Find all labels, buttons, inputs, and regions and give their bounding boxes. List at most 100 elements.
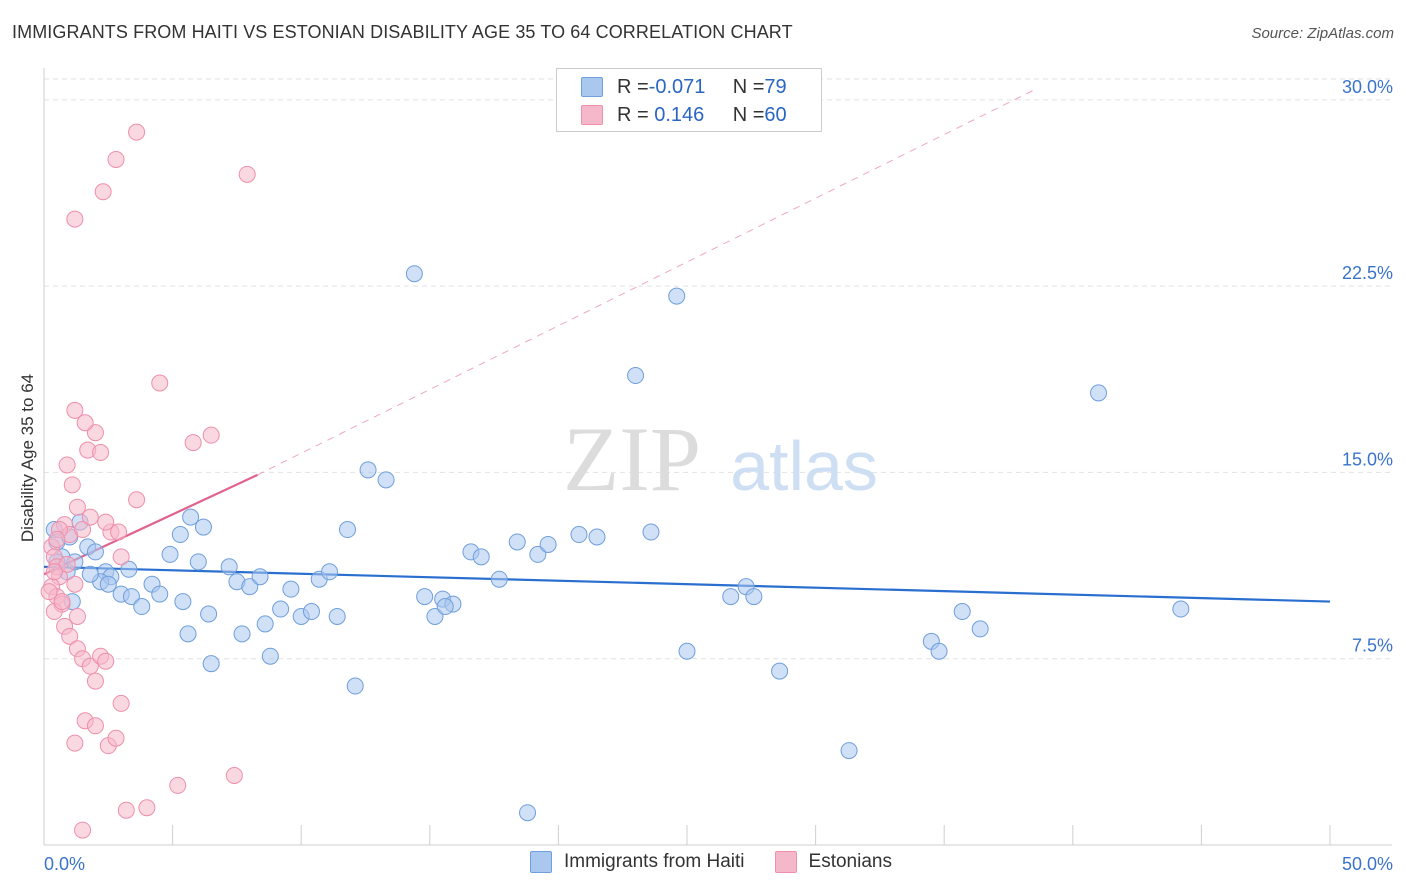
series-legend-estonians[interactable]: Estonians — [774, 851, 892, 873]
y-tick-label: 22.5% — [1342, 263, 1393, 283]
series-legend: Immigrants from Haiti Estonians — [530, 851, 922, 873]
haiti-point — [272, 600, 290, 618]
estonians-point — [58, 555, 76, 573]
estonians-point — [92, 444, 110, 462]
haiti-point — [194, 518, 212, 536]
legend-n-label: N = — [732, 75, 765, 98]
chart-title: IMMIGRANTS FROM HAITI VS ESTONIAN DISABI… — [12, 22, 793, 42]
haiti-point — [161, 545, 179, 563]
y-axis-label: Disability Age 35 to 64 — [18, 373, 37, 543]
haiti-point — [377, 471, 395, 489]
estonians-point — [86, 717, 104, 735]
trend-lines — [43, 89, 1331, 603]
estonians-point — [45, 563, 63, 581]
haiti-point — [189, 553, 207, 571]
estonians-point — [184, 434, 202, 452]
series-label-estonians: Estonians — [808, 851, 892, 872]
estonians-point — [238, 165, 256, 183]
haiti-point — [133, 598, 151, 616]
haiti-point — [81, 565, 99, 583]
legend-n-value: 60 — [764, 103, 787, 126]
estonians-point — [117, 801, 135, 819]
x-tick-label-start: 0.0% — [44, 854, 85, 874]
haiti-point — [151, 585, 169, 603]
estonians-point — [128, 123, 146, 141]
haiti-point — [722, 588, 740, 606]
x-tick-label-end: 50.0% — [1342, 854, 1393, 874]
series-legend-haiti[interactable]: Immigrants from Haiti — [530, 851, 745, 873]
estonians-point — [58, 456, 76, 474]
estonians-point — [97, 513, 115, 531]
estonians-point — [74, 521, 92, 539]
y-tick-label: 15.0% — [1342, 449, 1393, 469]
estonians-point — [107, 729, 125, 747]
estonians-point — [66, 401, 84, 419]
haiti-point — [251, 568, 269, 586]
source-credit: Source: ZipAtlas.com — [1251, 25, 1394, 42]
haiti-point — [1172, 600, 1190, 618]
estonians-point — [86, 424, 104, 442]
estonians-point — [112, 694, 130, 712]
haiti-point — [519, 804, 537, 822]
estonians-point — [169, 776, 187, 794]
haiti-point — [99, 575, 117, 593]
estonians-point — [107, 150, 125, 168]
legend-n-label: N = — [732, 103, 765, 126]
haiti-point — [282, 580, 300, 598]
y-tick-label: 30.0% — [1342, 77, 1393, 97]
estonians-point — [110, 523, 128, 541]
legend-swatch-haiti — [581, 77, 603, 97]
haiti-point — [256, 615, 274, 633]
haiti-point — [182, 508, 200, 526]
haiti-point — [678, 642, 696, 660]
legend-swatch-estonians — [581, 105, 603, 125]
estonians-point — [74, 821, 92, 839]
estonians-point — [53, 593, 71, 611]
haiti-point — [642, 523, 660, 541]
haiti-point — [86, 543, 104, 561]
estonians-point — [61, 627, 79, 645]
haiti-point — [120, 560, 138, 578]
haiti-point — [930, 642, 948, 660]
estonians-point — [97, 652, 115, 670]
haiti-point — [241, 578, 259, 596]
estonians-point — [128, 491, 146, 509]
estonians-point — [66, 575, 84, 593]
haiti-point — [771, 662, 789, 680]
haiti-point — [1090, 384, 1108, 402]
estonians-point — [202, 426, 220, 444]
haiti-point — [539, 535, 557, 553]
watermark-atlas: atlas — [730, 427, 878, 505]
series-label-haiti: Immigrants from Haiti — [564, 851, 745, 872]
haiti-point — [233, 625, 251, 643]
haiti-point — [529, 545, 547, 563]
estonians-point — [68, 607, 86, 625]
stats-legend: R = -0.071 N = 79 R = 0.146 N = 60 — [556, 68, 822, 132]
estonians-point — [151, 374, 169, 392]
haiti-point — [971, 620, 989, 638]
haiti-point — [122, 588, 140, 606]
haiti-point — [261, 647, 279, 665]
estonians-point — [66, 734, 84, 752]
haiti-point — [416, 588, 434, 606]
haiti-point — [171, 526, 189, 544]
y-tick-label: 7.5% — [1352, 636, 1393, 656]
legend-r-value: -0.071 — [648, 75, 706, 98]
haiti-point — [472, 548, 490, 566]
haiti-point — [359, 461, 377, 479]
legend-row-haiti: R = -0.071 N = 79 — [581, 73, 787, 101]
watermark-zip: ZIP — [563, 408, 701, 510]
haiti-point — [840, 742, 858, 760]
series-swatch-haiti — [530, 851, 552, 873]
estonians-point — [40, 583, 58, 601]
haiti-point — [320, 563, 338, 581]
estonians-point — [68, 498, 86, 516]
legend-r-label: R = — [617, 103, 649, 126]
haiti-point — [508, 533, 526, 551]
data-points — [40, 123, 1190, 839]
estonians-point — [76, 414, 94, 432]
haiti-point — [570, 526, 588, 544]
haiti-point — [588, 528, 606, 546]
haiti-point — [174, 593, 192, 611]
